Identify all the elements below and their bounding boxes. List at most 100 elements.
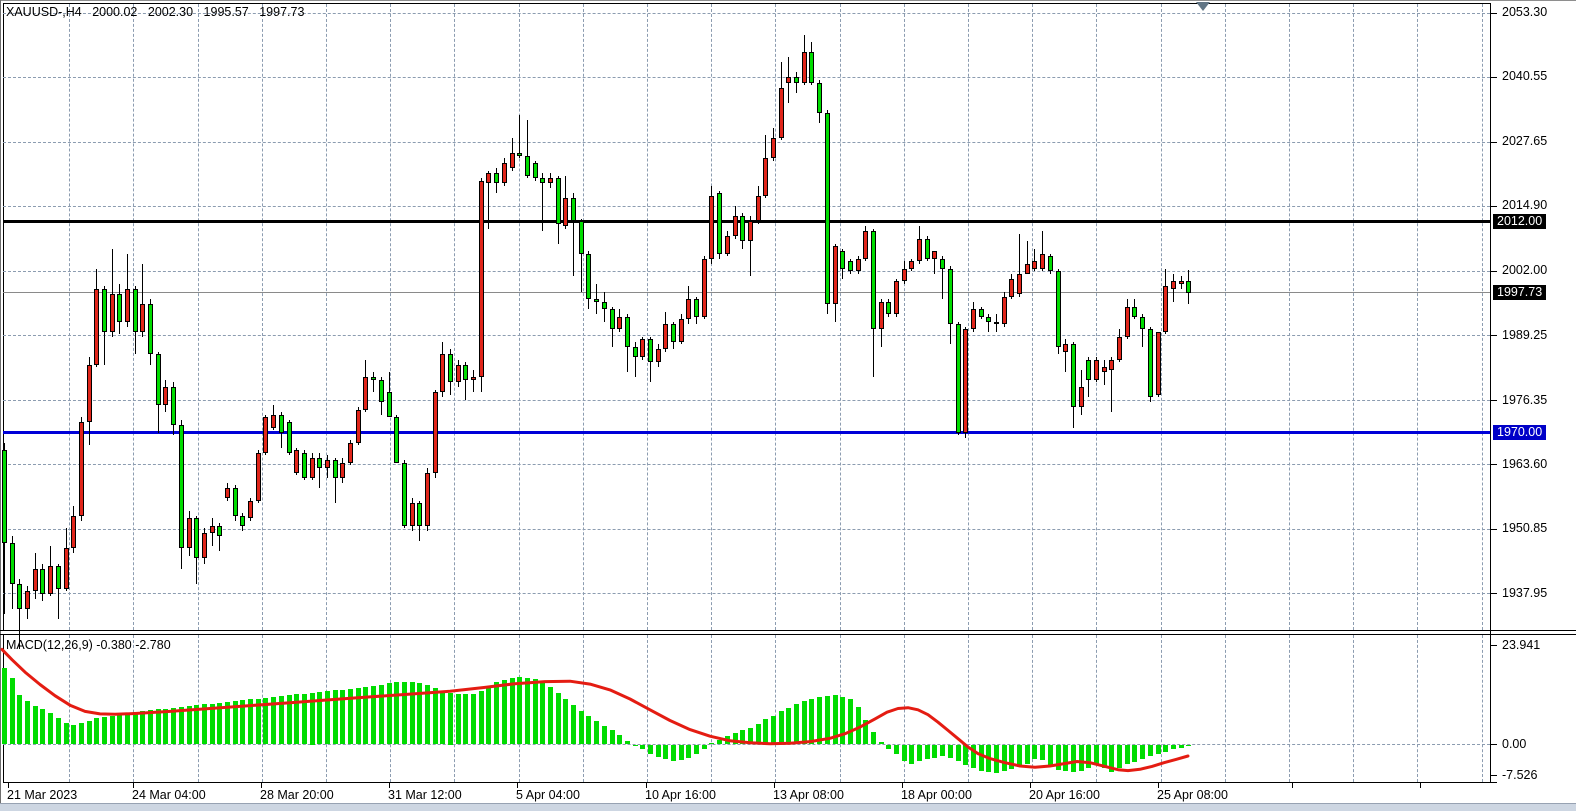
price-axis: 2053.30 2040.55 2027.65 2014.90 2002.00 1989.… (1490, 0, 1576, 782)
price-axis-label: 1950.85 (1502, 521, 1548, 536)
macd-histogram-bar (524, 677, 530, 745)
candle-body-up (894, 281, 900, 315)
price-level-line[interactable] (3, 431, 1490, 435)
candle-body-down (555, 178, 561, 224)
macd-histogram-bar (86, 720, 92, 745)
macd-indicator-panel[interactable] (0, 635, 1490, 782)
macd-histogram-bar (817, 696, 823, 745)
candle-body-up (878, 301, 884, 330)
candle-body-down (517, 153, 523, 156)
price-level-line[interactable] (3, 219, 1490, 223)
candle-body-down (532, 163, 538, 179)
time-axis-label: 25 Apr 08:00 (1157, 788, 1228, 802)
candle-body-up (640, 339, 646, 357)
candle-wick (473, 369, 475, 393)
price-axis-tick (1490, 593, 1497, 595)
candle-body-up (617, 316, 623, 330)
candle-wick (988, 314, 990, 332)
macd-histogram-bar (148, 710, 154, 745)
macd-histogram-bar (386, 683, 392, 745)
price-axis-label: 2002.00 (1502, 263, 1548, 278)
price-axis-label: 1963.60 (1502, 456, 1548, 471)
candle-body-down (624, 316, 630, 347)
candle-body-up (209, 525, 215, 534)
candle-wick (1026, 241, 1028, 274)
macd-histogram-bar (1032, 744, 1038, 759)
candle-body-up (248, 500, 254, 519)
chart-shift-triangle-icon[interactable] (1196, 2, 1210, 11)
candle-body-up (340, 462, 346, 478)
vertical-gridline (326, 4, 327, 630)
candle-body-down (1140, 316, 1146, 330)
candle-body-up (855, 258, 861, 272)
price-axis-tick (1490, 12, 1497, 14)
candle-body-up (163, 387, 169, 405)
macd-histogram-bar (294, 694, 300, 745)
time-axis-tick (1030, 782, 1031, 788)
current-price-line[interactable] (3, 292, 1490, 294)
candle-body-up (901, 268, 907, 282)
macd-histogram-bar (1024, 744, 1030, 764)
vertical-gridline (1417, 4, 1419, 630)
horizontal-gridline (3, 464, 1490, 466)
vertical-gridline (1353, 635, 1355, 782)
candle-body-up (832, 246, 838, 305)
candle-body-up (78, 422, 84, 516)
macd-axis-label: 0.00 (1502, 736, 1527, 751)
macd-histogram-bar (994, 744, 999, 773)
vertical-gridline (582, 635, 584, 782)
macd-histogram-bar (1040, 744, 1046, 760)
candle-wick (934, 251, 936, 274)
macd-histogram-bar (355, 687, 361, 745)
candle-body-up (140, 304, 146, 332)
candle-body-up (271, 414, 277, 428)
candle-body-down (240, 515, 246, 526)
candle-body-down (740, 215, 746, 242)
macd-histogram-bar (901, 744, 907, 762)
candle-body-up (1170, 281, 1176, 289)
macd-histogram-bar (348, 688, 354, 745)
macd-histogram-bar (1132, 744, 1138, 762)
bottom-strip-border (0, 803, 1576, 804)
macd-histogram-bar (201, 704, 207, 745)
macd-histogram-bar (547, 687, 553, 745)
candle-body-down (17, 583, 23, 609)
macd-histogram-bar (378, 684, 384, 745)
macd-histogram-bar (671, 744, 677, 761)
price-axis-label: 2053.30 (1502, 5, 1548, 19)
macd-histogram-bar (747, 727, 753, 745)
candle-body-down (717, 193, 723, 254)
macd-histogram-bar (17, 694, 23, 745)
horizontal-gridline (3, 205, 1490, 207)
macd-histogram-bar (609, 730, 615, 745)
macd-histogram-bar (48, 713, 54, 745)
candle-body-up (563, 198, 569, 227)
price-axis-tick (1490, 464, 1497, 466)
time-axis-label: 13 Apr 08:00 (773, 788, 844, 802)
macd-histogram-bar (571, 704, 577, 745)
main-price-panel[interactable] (0, 0, 1490, 650)
candle-body-up (363, 377, 369, 410)
candle-body-down (824, 112, 830, 305)
macd-histogram-bar (417, 683, 423, 745)
candle-body-up (547, 178, 553, 184)
candle-wick (19, 578, 21, 650)
macd-histogram-bar (717, 739, 723, 745)
price-axis-tick (1490, 400, 1497, 402)
candle-body-down (278, 414, 284, 433)
candle-body-up (801, 52, 807, 83)
candle-body-up (970, 309, 976, 330)
macd-histogram-bar (1186, 744, 1192, 747)
candle-wick (1142, 314, 1144, 347)
macd-histogram-bar (1155, 744, 1161, 754)
main-plot-top-border (3, 3, 1490, 4)
candle-body-down (924, 238, 930, 259)
macd-histogram-bar (332, 690, 338, 745)
high-value: 2002.30 (147, 5, 194, 19)
macd-histogram-bar (778, 711, 784, 745)
candle-wick (1103, 359, 1105, 385)
symbol-period-label: XAUUSD-,H4 (6, 5, 82, 19)
candle-body-up (909, 261, 915, 269)
candle-body-down (401, 462, 407, 526)
vertical-gridline (1481, 4, 1483, 630)
